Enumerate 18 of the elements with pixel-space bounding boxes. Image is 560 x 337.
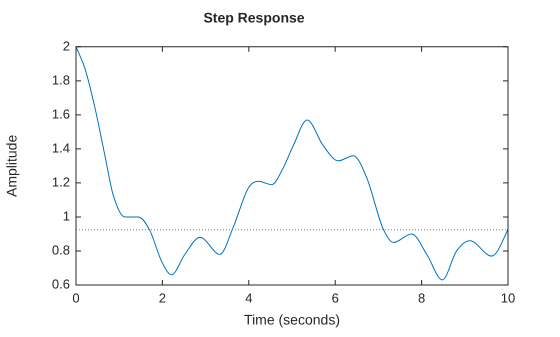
y-tick-label: 1 bbox=[62, 208, 70, 224]
y-tick-label: 2 bbox=[62, 38, 70, 54]
y-tick-label: 1.8 bbox=[52, 72, 70, 88]
x-tick-label: 6 bbox=[332, 290, 339, 306]
y-tick-label: 0.6 bbox=[52, 276, 70, 292]
y-tick-label: 0.8 bbox=[52, 242, 70, 258]
y-axis-title: Amplitude bbox=[3, 134, 20, 198]
chart-title: Step Response bbox=[203, 9, 305, 26]
x-tick-label: 2 bbox=[158, 290, 166, 306]
x-tick-label: 4 bbox=[245, 290, 252, 306]
x-tick-label: 8 bbox=[418, 290, 426, 306]
x-tick-label: 0 bbox=[72, 290, 80, 306]
y-tick-label: 1.4 bbox=[52, 140, 70, 156]
x-axis-title: Time (seconds) bbox=[244, 311, 340, 328]
y-tick-label: 1.2 bbox=[52, 174, 70, 190]
line-series bbox=[76, 46, 508, 280]
y-tick-label: 1.6 bbox=[52, 106, 70, 122]
x-tick-label: 10 bbox=[500, 290, 516, 306]
